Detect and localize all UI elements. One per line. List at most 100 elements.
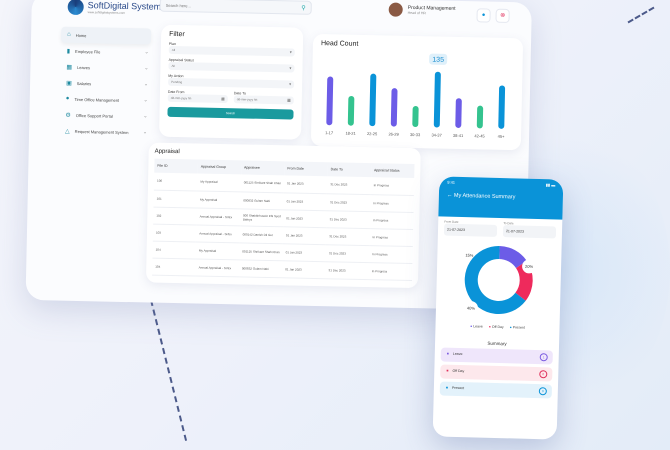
search-button[interactable]: Search [167, 106, 294, 120]
head-count-chart: 1-17 18-21 22-25 26-29 30-33 34-37 135 38-41 42-… [325, 53, 506, 139]
summary-row[interactable]: ■ Leave 1 [440, 347, 553, 365]
from-date-input[interactable]: 21-07-2023 [443, 223, 498, 237]
sidebar-item-time-office[interactable]: ● Time Office Management ⌄ [60, 91, 150, 109]
table-cell: 101 [153, 189, 198, 208]
table-cell: Annual Appraisal - Sr/Ex [196, 207, 241, 226]
summary-row[interactable]: ■ Off Day 0 [440, 364, 553, 382]
input-value: 21-07-2023 [505, 229, 524, 234]
column-header[interactable]: Date To [327, 162, 372, 178]
chevron-down-icon: ⌄ [144, 49, 149, 56]
appraisal-title: Appraisal [154, 148, 180, 156]
table-cell: 31 Dec 2023 [327, 176, 371, 195]
bar-1-17[interactable] [326, 76, 334, 126]
sidebar: ⌂ Home ▮ Employee File ⌄ ▦ Leaves ⌄ ▣ Salaries… [59, 26, 152, 141]
slice-label-bubble [522, 259, 537, 274]
table-cell: Annual Appraisal - Sr/Ex [196, 224, 240, 243]
table-cell: 000832 Gulam Nabi [240, 191, 284, 210]
filter-title: Filter [169, 30, 185, 39]
dashboard-window: SoftDigital Systems www.softdigitalsystem… [25, 0, 532, 311]
sidebar-item-leaves[interactable]: ▦ Leaves ⌄ [60, 59, 150, 77]
clock-icon: ● [65, 95, 70, 102]
wallet-icon: ▣ [66, 80, 72, 87]
table-cell: 01 Jan 2023 [282, 260, 326, 279]
table-cell: In Progress [370, 177, 415, 196]
bar-26-29[interactable] [390, 88, 398, 127]
donut-slice-present[interactable] [464, 245, 527, 315]
appraisal-table: File ID Appraisal Group Appraisee From Date… [152, 158, 415, 281]
bar-18-21[interactable] [347, 95, 355, 126]
mobile-app: 9:41 ▮▮ ▬ ← My Attendance Summary From Da… [432, 176, 564, 440]
table-cell: 102 [153, 206, 197, 225]
column-header[interactable]: File ID [154, 158, 198, 174]
sidebar-label: Office Support Portal [75, 112, 113, 119]
table-cell: 31 Dec 2023 [325, 261, 370, 280]
bar-42-45[interactable] [476, 105, 484, 129]
table-cell: In Progress [369, 228, 414, 247]
select-value: Pending [171, 79, 183, 85]
date-from-input[interactable]: dd-mm-yyyy hh ▦ [167, 93, 228, 104]
bar-tooltip-label: 135 [432, 57, 444, 64]
to-date-input[interactable]: 21-07-2023 [502, 225, 557, 239]
search-input[interactable]: Search here... ⚲ [159, 0, 312, 15]
column-header[interactable]: Appraisal Group [197, 159, 242, 175]
search-icon[interactable]: ⚲ [301, 5, 306, 12]
summary-count: 0 [538, 387, 547, 396]
notification-bell-icon[interactable]: ● [476, 8, 491, 23]
donut-slice-leave[interactable] [499, 246, 527, 269]
table-cell: 001125 Shrikant Shah Khan [239, 242, 283, 261]
chevron-down-icon: ▾ [289, 65, 292, 71]
hierarchy-icon: △ [65, 128, 70, 135]
sidebar-item-employee-file[interactable]: ▮ Employee File ⌄ [61, 43, 151, 61]
brand-logo: SoftDigital Systems www.softdigitalsystem… [67, 0, 166, 17]
status-time: 9:41 [447, 179, 456, 185]
select-value: All [171, 47, 176, 53]
summary-count: 1 [539, 353, 548, 362]
bar-22-25[interactable] [369, 73, 377, 127]
table-cell: 31 Dec 2023 [326, 227, 370, 246]
select-value: All [171, 63, 175, 69]
legend-label: Leave [473, 324, 483, 329]
table-cell: 01 Jan 2023 [282, 226, 327, 245]
logout-icon[interactable]: ⊗ [495, 8, 510, 24]
user-profile[interactable]: Product Management Head of HR [388, 2, 456, 17]
bar-38-41[interactable] [455, 98, 462, 128]
chevron-down-icon: ⌄ [143, 81, 149, 88]
column-header[interactable]: Appraisal Status [370, 163, 415, 179]
table-cell: 31 Dec 2023 [326, 193, 371, 212]
table-cell: My Appraisal [195, 241, 240, 260]
table-cell: In Progress [369, 245, 413, 264]
calendar-icon: ▦ [66, 64, 73, 71]
sidebar-item-salaries[interactable]: ▣ Salaries ⌄ [60, 75, 150, 93]
logo-mark [67, 0, 84, 16]
bar-45+[interactable] [498, 85, 506, 129]
avatar[interactable] [388, 2, 403, 17]
sidebar-item-home[interactable]: ⌂ Home [60, 26, 152, 45]
table-cell: 31 Dec 2023 [325, 244, 370, 263]
table-cell: 01 Jan 2023 [283, 175, 328, 194]
legend-label: Off Day [491, 324, 504, 330]
column-header[interactable]: From Date [284, 161, 328, 177]
chart-legend: ● Leave ● Off Day ● Present [435, 323, 559, 330]
sidebar-label: Time Office Management [74, 96, 120, 103]
x-tick-label: 45+ [498, 134, 506, 139]
plan-select[interactable]: All ▾ [168, 45, 295, 57]
file-icon: ▮ [66, 48, 71, 55]
bar-30-33[interactable] [412, 105, 419, 128]
sidebar-label: Employee File [75, 48, 101, 54]
input-value: 21-07-2023 [446, 227, 465, 233]
calendar-icon[interactable]: ▦ [220, 95, 225, 102]
chevron-down-icon: ▾ [289, 49, 292, 55]
sidebar-item-request-management[interactable]: △ Request Management System ⌄ [59, 123, 149, 141]
appraisal-status-select[interactable]: All ▾ [168, 61, 295, 73]
sidebar-item-office-support[interactable]: ⚙ Office Support Portal ⌄ [59, 107, 149, 125]
calendar-icon[interactable]: ▦ [286, 97, 291, 103]
sidebar-label: Request Management System [74, 128, 129, 135]
column-header[interactable]: Appraisee [240, 160, 285, 176]
date-to-input[interactable]: dd-mm-yyyy hh ▦ [233, 95, 294, 105]
summary-row[interactable]: ■ Present 0 [439, 381, 553, 399]
appraisal-card: Appraisal File ID Appraisal Group Appraise… [145, 142, 421, 289]
back-arrow-icon[interactable]: ← [446, 192, 453, 199]
bar-34-37[interactable] [433, 71, 441, 128]
x-tick-label: 1-17 [325, 130, 334, 135]
decorative-dashed-line-top [627, 6, 655, 24]
